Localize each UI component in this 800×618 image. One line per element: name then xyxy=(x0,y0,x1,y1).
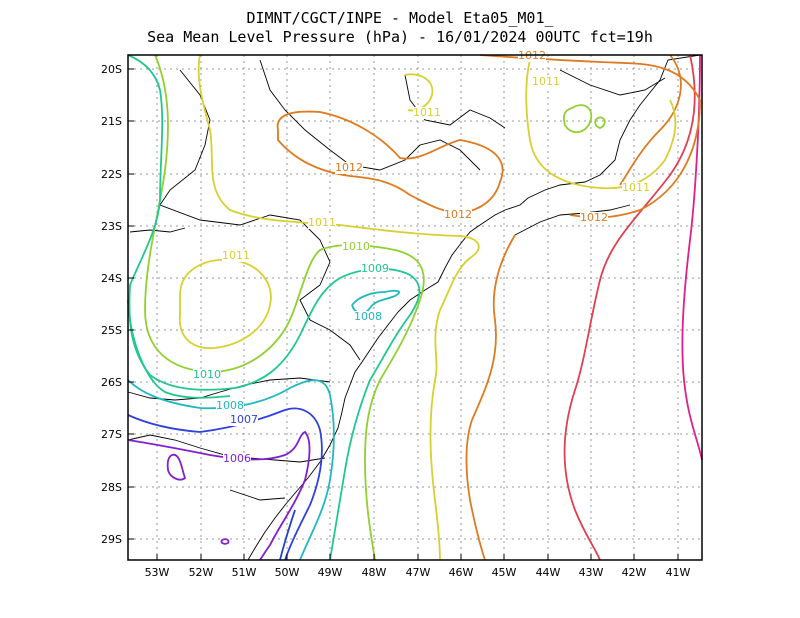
contour-1012-south xyxy=(465,234,516,561)
contour-1010-east xyxy=(594,116,606,129)
contour-label-bg xyxy=(580,212,608,224)
contour-label-bg xyxy=(518,50,546,62)
contour-1011-low xyxy=(178,258,272,349)
contour-label: 1011 xyxy=(308,216,336,229)
grid-lines xyxy=(128,55,702,560)
contour-label: 1008 xyxy=(216,399,244,412)
contour-label: 1010 xyxy=(342,240,370,253)
lon-tick-label: 43W xyxy=(579,566,604,579)
contour-label: 1009 xyxy=(361,262,389,275)
contour-label: 1008 xyxy=(354,310,382,323)
contour-1012-north xyxy=(479,54,701,219)
contour-label: 1011 xyxy=(622,181,650,194)
lon-tick-label: 50W xyxy=(275,566,300,579)
contour-label-bg xyxy=(193,369,221,381)
lon-tick-label: 47W xyxy=(406,566,431,579)
contour-label-bg xyxy=(354,311,382,323)
contour-label-bg xyxy=(216,400,244,412)
contour-label: 1011 xyxy=(532,75,560,88)
contour-label-bg xyxy=(342,241,370,253)
contour-1006-tiny xyxy=(220,538,230,545)
lat-tick-label: 24S xyxy=(101,272,122,285)
contour-1007 xyxy=(127,407,323,561)
contour-label: 1012 xyxy=(580,211,608,224)
contour-label: 1007 xyxy=(230,413,258,426)
lat-tick-label: 21S xyxy=(101,115,122,128)
lon-tick-label: 45W xyxy=(492,566,517,579)
contour-1012-main xyxy=(276,110,504,214)
axis-ticks: 20S 21S 22S 23S 24S 25S 26S 27S 28S 29S 53W 52W 51W 5… xyxy=(101,63,691,579)
lon-tick-label: 53W xyxy=(145,566,170,579)
contour-label: 1010 xyxy=(193,368,221,381)
lat-tick-label: 26S xyxy=(101,376,122,389)
contour-label: 1012 xyxy=(335,161,363,174)
contour-1005 xyxy=(279,509,296,561)
contour-label: 1011 xyxy=(413,106,441,119)
contour-label: 1006 xyxy=(223,452,251,465)
contour-label: 1012 xyxy=(444,208,472,221)
lat-tick-label: 20S xyxy=(101,63,122,76)
lat-tick-label: 23S xyxy=(101,220,122,233)
contour-label-bg xyxy=(335,162,363,174)
contour-label-bg xyxy=(223,453,251,465)
lon-tick-label: 52W xyxy=(189,566,214,579)
contour-label-bg xyxy=(361,263,389,275)
contour-1011-wide xyxy=(197,54,480,561)
map-title-line2: Sea Mean Level Pressure (hPa) - 16/01/20… xyxy=(147,28,653,46)
lat-tick-label: 29S xyxy=(101,533,122,546)
map-title-line1: DIMNT/CGCT/INPE - Model Eta05_M01_ xyxy=(246,9,554,27)
contour-1014 xyxy=(563,54,696,561)
contour-1010-teal xyxy=(127,54,421,561)
contour-label-bg xyxy=(532,76,560,88)
contour-label-bg xyxy=(444,209,472,221)
contour-1015 xyxy=(681,54,703,461)
contour-1006-small xyxy=(166,453,187,481)
contour-1013 xyxy=(619,54,682,186)
contour-labels: 1012101110111012101210111012101110111010… xyxy=(193,49,650,465)
lat-tick-label: 22S xyxy=(101,168,122,181)
lon-tick-label: 46W xyxy=(449,566,474,579)
lon-tick-label: 51W xyxy=(232,566,257,579)
lat-tick-label: 25S xyxy=(101,324,122,337)
contour-label-bg xyxy=(622,182,650,194)
lat-tick-label: 27S xyxy=(101,428,122,441)
contour-1009 xyxy=(127,299,231,399)
contour-1011-ne xyxy=(525,59,677,190)
contour-label-bg xyxy=(308,217,336,229)
contour-1010-main xyxy=(144,54,425,561)
contour-1010-ring xyxy=(562,104,593,134)
contour-1006 xyxy=(127,430,311,561)
contour-label-bg xyxy=(413,107,441,119)
contour-label-bg xyxy=(230,414,258,426)
lon-tick-label: 48W xyxy=(362,566,387,579)
contour-label: 1011 xyxy=(222,249,250,262)
lon-tick-label: 49W xyxy=(318,566,343,579)
contour-1008 xyxy=(127,379,335,561)
lon-tick-label: 41W xyxy=(666,566,691,579)
map-frame xyxy=(127,54,703,561)
lon-tick-label: 42W xyxy=(622,566,647,579)
lat-tick-label: 28S xyxy=(101,481,122,494)
lon-tick-label: 44W xyxy=(536,566,561,579)
contour-label-bg xyxy=(222,250,250,262)
